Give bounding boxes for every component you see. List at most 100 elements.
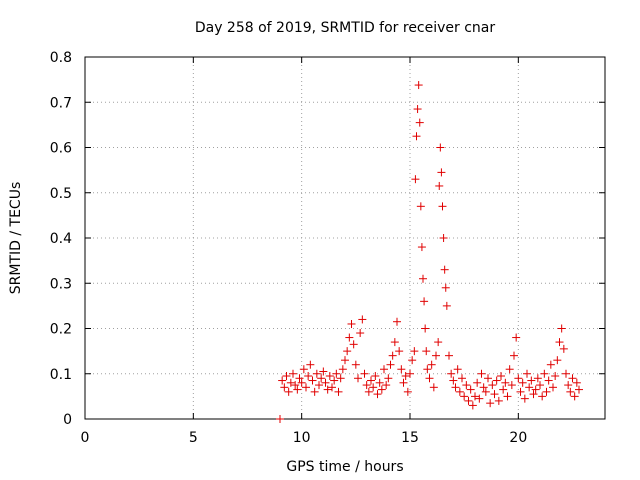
data-point (434, 338, 443, 347)
y-tick-label: 0.7 (50, 95, 72, 111)
data-point (380, 365, 388, 374)
data-point (304, 372, 313, 381)
x-tick-label: 15 (401, 430, 419, 446)
data-point (291, 381, 300, 390)
data-point (427, 360, 436, 369)
data-point (299, 365, 308, 374)
data-point (417, 243, 426, 252)
data-point (531, 385, 540, 394)
data-point (413, 105, 422, 114)
data-point (572, 378, 581, 387)
data-point (373, 390, 382, 399)
x-tick-label: 20 (509, 430, 527, 446)
data-point (447, 369, 456, 378)
data-point (297, 378, 306, 387)
data-point (345, 333, 354, 342)
data-point (514, 374, 523, 383)
data-point (458, 374, 466, 383)
data-point (289, 369, 297, 378)
data-point (445, 351, 453, 360)
data-point (375, 378, 384, 387)
data-point (411, 175, 420, 184)
data-point (484, 374, 492, 383)
data-point (302, 383, 310, 392)
data-point (486, 399, 495, 408)
data-point (386, 360, 395, 369)
data-point (317, 374, 326, 383)
data-point (308, 376, 317, 385)
data-point (453, 365, 462, 374)
y-tick-label: 0.3 (50, 276, 72, 292)
data-point (293, 385, 302, 394)
y-tick-label: 0.4 (50, 231, 72, 247)
data-point (440, 265, 449, 274)
grid (85, 57, 605, 419)
data-point (540, 369, 549, 378)
data-point (356, 329, 365, 338)
data-point (364, 387, 373, 396)
data-point (328, 383, 336, 392)
data-point (494, 396, 503, 405)
y-tick-label: 0.6 (50, 141, 72, 157)
x-tick-label: 0 (81, 430, 90, 446)
data-point (278, 376, 287, 385)
data-point (395, 347, 404, 356)
data-point (343, 347, 352, 356)
data-point (425, 374, 434, 383)
data-point (360, 369, 369, 378)
data-point (397, 365, 406, 374)
data-point (419, 274, 427, 283)
data-point (325, 372, 334, 381)
data-point (276, 415, 284, 423)
data-point (529, 390, 538, 399)
data-point (442, 301, 451, 310)
data-point (362, 381, 371, 390)
data-point (422, 347, 431, 356)
data-point (310, 387, 319, 396)
data-point (551, 372, 560, 381)
chart-title: Day 258 of 2019, SRMTID for receiver cna… (195, 20, 496, 36)
data-point (441, 283, 450, 292)
data-point (349, 340, 358, 349)
data-point (546, 360, 555, 369)
data-point (507, 381, 516, 390)
data-point (332, 369, 341, 378)
data-point (306, 360, 315, 369)
data-point (410, 347, 419, 356)
data-point (282, 372, 291, 381)
data-point (435, 181, 444, 190)
data-point (568, 374, 577, 383)
y-tick-label: 0.2 (50, 322, 72, 338)
data-point (421, 324, 430, 333)
data-point (347, 319, 356, 328)
data-point (330, 376, 339, 385)
data-point (471, 392, 479, 401)
data-point (351, 360, 360, 369)
data-point (286, 378, 295, 387)
data-point (497, 372, 505, 381)
data-point (479, 383, 488, 392)
data-point (562, 369, 570, 378)
data-point (315, 381, 323, 390)
y-axis-label: SRMTID / TECUs (8, 182, 24, 295)
data-point (538, 392, 547, 401)
y-tick-label: 0.8 (50, 50, 72, 66)
data-point (510, 351, 518, 360)
data-point (455, 387, 464, 396)
data-point (358, 315, 367, 324)
data-point (388, 351, 397, 360)
data-point (462, 381, 471, 390)
data-point (575, 385, 583, 394)
data-point (490, 390, 499, 399)
data-point (449, 376, 458, 385)
data-point (341, 356, 349, 365)
data-point (499, 385, 508, 394)
data-point (520, 394, 529, 403)
data-point (473, 378, 482, 387)
x-axis-label: GPS time / hours (286, 459, 403, 475)
data-point (466, 385, 475, 394)
data-point (512, 333, 521, 342)
data-point (369, 383, 378, 392)
data-point (284, 387, 293, 396)
data-point (436, 143, 445, 152)
